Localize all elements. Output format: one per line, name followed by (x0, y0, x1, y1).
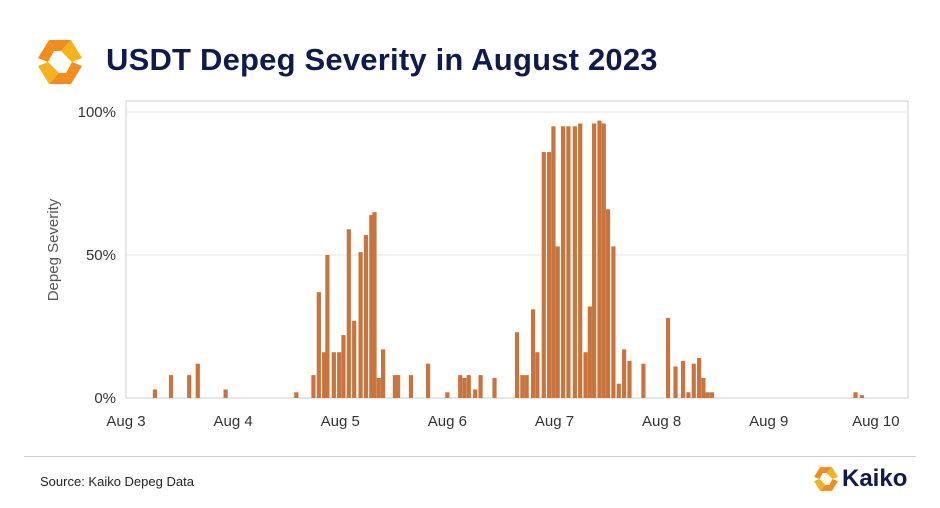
bar (673, 366, 678, 398)
bar (223, 389, 228, 398)
x-tick-label: Aug 4 (214, 413, 253, 430)
brand-wordmark: Kaiko (842, 465, 908, 492)
bar (358, 252, 363, 398)
bar (627, 360, 632, 398)
bar (572, 126, 577, 399)
page-title: USDT Depeg Severity in August 2023 (106, 42, 658, 77)
x-tick-label: Aug 10 (852, 413, 900, 430)
bar (601, 123, 606, 398)
y-tick-label: 50% (86, 247, 116, 264)
bar (325, 255, 330, 398)
bar (363, 234, 369, 398)
bar (152, 389, 158, 398)
x-tick-label: Aug 8 (642, 413, 681, 430)
bar (352, 320, 357, 398)
bar (665, 317, 671, 398)
bar (859, 395, 865, 398)
bar (514, 332, 520, 398)
bar (195, 363, 200, 398)
kaiko-logo-icon (814, 467, 838, 491)
bar (587, 306, 592, 398)
bar (578, 123, 583, 398)
bar (395, 375, 401, 398)
bar (680, 360, 686, 398)
bar (337, 352, 342, 398)
bar (560, 126, 566, 399)
bar (392, 375, 397, 398)
x-tick-label: Aug 7 (535, 413, 574, 430)
bar (372, 212, 377, 398)
bar (551, 126, 556, 399)
bar (341, 335, 346, 398)
x-axis-ticks: Aug 3 Aug 4 Aug 5 Aug 6 Aug 7 Aug 8 Aug 9 Aug 1… (106, 413, 899, 430)
bar (478, 375, 483, 398)
bar (616, 383, 621, 398)
depeg-severity-chart: 0% 50% 100% Aug 3 Aug 4 Aug 5 Aug 6 Aug 7 Aug 8… (45, 100, 909, 430)
bar (686, 392, 691, 398)
bar (541, 152, 546, 398)
bar (701, 377, 706, 398)
x-tick-label: Aug 9 (749, 413, 788, 430)
bar-series (152, 120, 865, 399)
bar (547, 152, 552, 398)
bar (605, 209, 611, 398)
bar (641, 363, 646, 398)
kaiko-logo-icon (38, 40, 82, 84)
bar (583, 352, 588, 398)
bar (445, 392, 450, 398)
bar (566, 126, 571, 399)
x-tick-label: Aug 6 (428, 413, 467, 430)
bar (555, 246, 560, 398)
bar (691, 363, 696, 398)
y-axis-title: Depeg Severity (45, 198, 62, 301)
grid-lines (126, 111, 908, 256)
bar (294, 392, 299, 398)
bar (369, 214, 374, 398)
bar (466, 375, 471, 398)
bar (622, 349, 627, 398)
y-tick-label: 0% (94, 390, 116, 407)
footer-divider (24, 456, 916, 457)
bar (524, 375, 529, 398)
bar (316, 292, 321, 398)
bar (473, 389, 478, 398)
bar (376, 377, 381, 398)
source-note: Source: Kaiko Depeg Data (40, 474, 194, 489)
bar (535, 352, 540, 398)
bar (322, 352, 327, 398)
bar (597, 120, 602, 398)
bar (530, 309, 536, 398)
x-tick-label: Aug 3 (106, 413, 145, 430)
bar (697, 357, 702, 398)
bar (408, 375, 414, 398)
bar (168, 375, 174, 398)
bar (331, 352, 336, 398)
bar (346, 229, 351, 398)
bar (709, 392, 715, 398)
y-tick-label: 100% (78, 104, 116, 121)
y-axis-ticks: 0% 50% 100% (78, 104, 116, 407)
bar (425, 363, 431, 398)
bar (705, 392, 710, 398)
bar (462, 377, 467, 398)
x-tick-label: Aug 5 (321, 413, 360, 430)
bar (611, 246, 616, 398)
bar (187, 375, 192, 398)
bar (853, 392, 858, 398)
bar (380, 349, 386, 398)
bar (592, 123, 597, 398)
bar (458, 375, 463, 398)
bar (311, 375, 316, 398)
bar (520, 375, 525, 398)
bar (492, 377, 497, 398)
